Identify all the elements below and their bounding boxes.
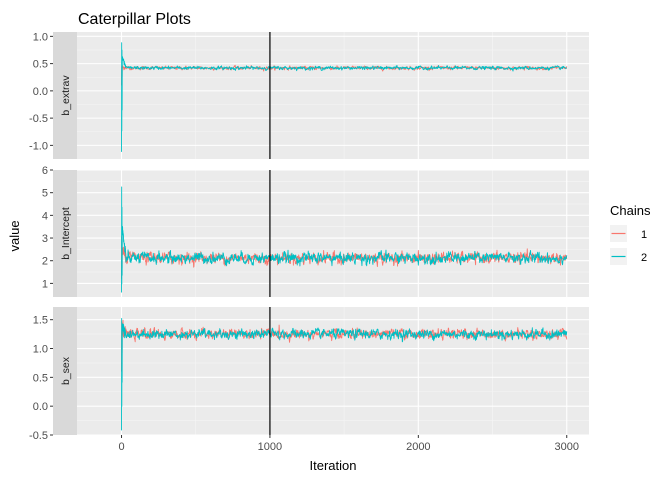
- y-tick-label: 5: [42, 188, 48, 200]
- y-tick-label: 3: [42, 233, 48, 245]
- y-tick-label: 1.5: [33, 315, 48, 327]
- legend-entry-1: 1: [610, 225, 647, 242]
- x-axis-title: Iteration: [310, 458, 357, 473]
- panel-background: [77, 307, 589, 435]
- y-tick-label: -0.5: [29, 113, 48, 125]
- x-tick-label: 0: [118, 441, 124, 453]
- strip-label: b_sex: [60, 356, 72, 385]
- legend-title: Chains: [610, 203, 651, 218]
- facet-strip: [53, 170, 77, 297]
- panel-background: [77, 170, 589, 297]
- y-tick-label: 4: [42, 210, 48, 222]
- y-tick-label: 1.0: [33, 344, 48, 356]
- y-tick-label: 0.5: [33, 372, 48, 384]
- facet-strip: [53, 307, 77, 435]
- trace-chain-2: [121, 42, 567, 152]
- trace-chain-2: [121, 186, 568, 293]
- legend-entry-2: 2: [610, 248, 647, 265]
- trace-chain-2: [121, 318, 568, 431]
- y-tick-label: 0.5: [33, 59, 48, 71]
- strip-label: b_extrav: [60, 75, 72, 116]
- facet-panels: b_extrav -1.0 -0.5 0.0 0.5 1.0 b_Intercept 1 2 3 4…: [29, 31, 589, 453]
- facet-panel-b_sex: b_sex -0.5 0.0 0.5 1.0 1.5 0 1000 2000 3000: [29, 307, 589, 453]
- facet-strip: [53, 32, 77, 159]
- y-tick-label: -1.0: [29, 140, 48, 152]
- x-tick-label: 1000: [258, 441, 282, 453]
- y-tick-label: 1: [42, 278, 48, 290]
- chart-title: Caterpillar Plots: [78, 11, 191, 28]
- legend-label: 2: [641, 252, 647, 264]
- y-tick-label: 1.0: [33, 31, 48, 43]
- y-tick-label: 6: [42, 165, 48, 177]
- panel-background: [77, 32, 589, 159]
- y-axis-title: value: [7, 220, 22, 251]
- y-tick-label: 0.0: [33, 401, 48, 413]
- y-tick-label: -0.5: [29, 430, 48, 442]
- strip-label: b_Intercept: [60, 207, 72, 260]
- facet-panel-b_Intercept: b_Intercept 1 2 3 4 5 6: [42, 165, 589, 297]
- x-tick-label: 2000: [406, 441, 430, 453]
- facet-panel-b_extrav: b_extrav -1.0 -0.5 0.0 0.5 1.0: [29, 31, 589, 159]
- y-tick-label: 0.0: [33, 86, 48, 98]
- x-tick-label: 3000: [554, 441, 578, 453]
- legend: Chains 1 2: [610, 203, 651, 265]
- legend-label: 1: [641, 229, 647, 241]
- y-tick-label: 2: [42, 256, 48, 268]
